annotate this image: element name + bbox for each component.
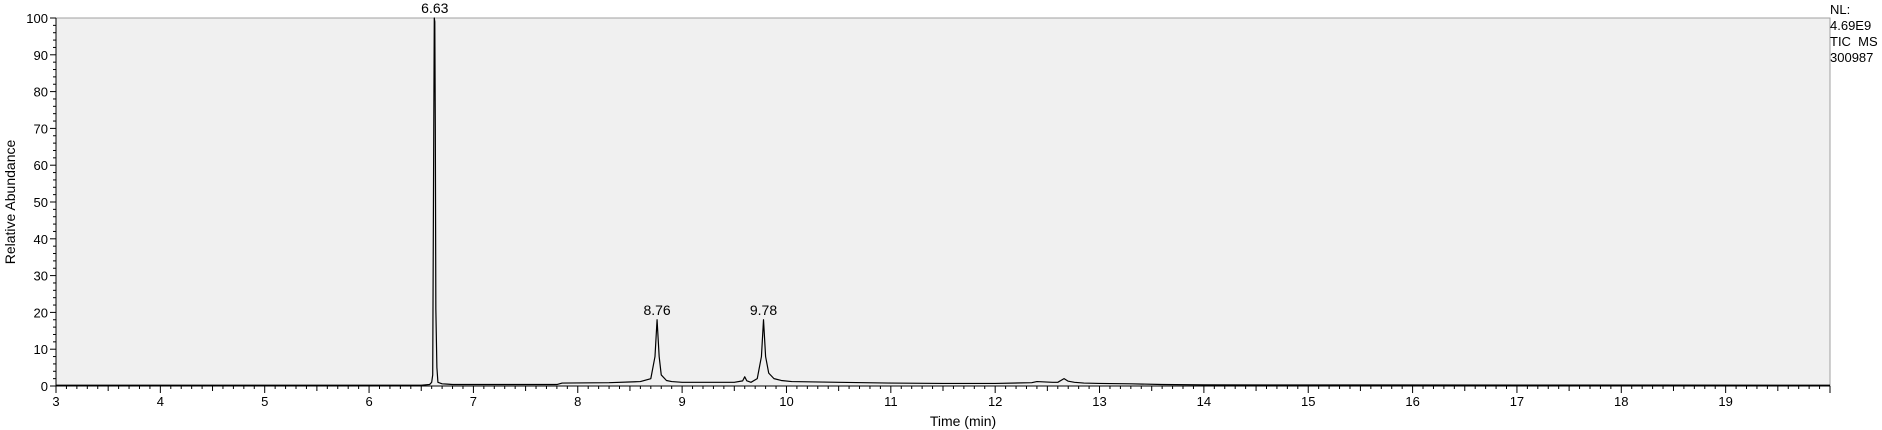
- y-tick-label: 60: [34, 158, 48, 173]
- x-axis-title: Time (min): [930, 413, 996, 429]
- sample-id: 300987: [1830, 50, 1874, 65]
- peak-label: 8.76: [643, 302, 670, 318]
- y-tick-label: 50: [34, 195, 48, 210]
- x-tick-label: 19: [1718, 394, 1732, 409]
- trace-layer: [56, 17, 1831, 386]
- trace-type: TIC MS: [1830, 34, 1878, 49]
- y-tick-label: 40: [34, 232, 48, 247]
- y-axis-title: Relative Abundance: [2, 140, 18, 265]
- y-tick-label: 20: [34, 305, 48, 320]
- y-tick-label: 90: [34, 48, 48, 63]
- peak-label: 9.78: [750, 302, 777, 318]
- x-tick-label: 4: [157, 394, 164, 409]
- x-tick-label: 10: [779, 394, 793, 409]
- tic-trace-line: [56, 17, 1831, 386]
- nl-label: NL:: [1830, 2, 1851, 17]
- y-tick-label: 30: [34, 269, 48, 284]
- x-tick-label: 9: [679, 394, 686, 409]
- x-tick-label: 5: [261, 394, 268, 409]
- x-tick-label: 18: [1614, 394, 1628, 409]
- normalization-info: NL: 4.69E9 TIC MS 300987: [1830, 2, 1878, 66]
- label-layer: 6.63 8.76 9.78: [421, 0, 777, 318]
- axes-layer: 0 10 20 30 40 50 60 70 80 90 100 3 4 5 6 7 8 9 10 11 12 13 14 1…: [2, 11, 1831, 429]
- x-tick-label: 14: [1197, 394, 1211, 409]
- x-tick-label: 13: [1092, 394, 1106, 409]
- x-tick-label: 17: [1510, 394, 1524, 409]
- x-tick-label: 3: [52, 394, 59, 409]
- y-tick-label: 70: [34, 121, 48, 136]
- x-tick-label: 12: [988, 394, 1002, 409]
- x-tick-label: 16: [1405, 394, 1419, 409]
- x-tick-label: 11: [884, 394, 898, 409]
- y-tick-label: 10: [34, 342, 48, 357]
- y-tick-label: 80: [34, 85, 48, 100]
- x-tick-label: 8: [574, 394, 581, 409]
- peak-label: 6.63: [421, 0, 448, 16]
- y-tick-label: 0: [41, 379, 48, 394]
- x-tick-label: 6: [365, 394, 372, 409]
- plot-background: [55, 17, 1831, 387]
- nl-value: 4.69E9: [1830, 18, 1872, 33]
- x-tick-label: 15: [1301, 394, 1315, 409]
- x-tick-label: 7: [470, 394, 477, 409]
- y-tick-label: 100: [26, 11, 48, 26]
